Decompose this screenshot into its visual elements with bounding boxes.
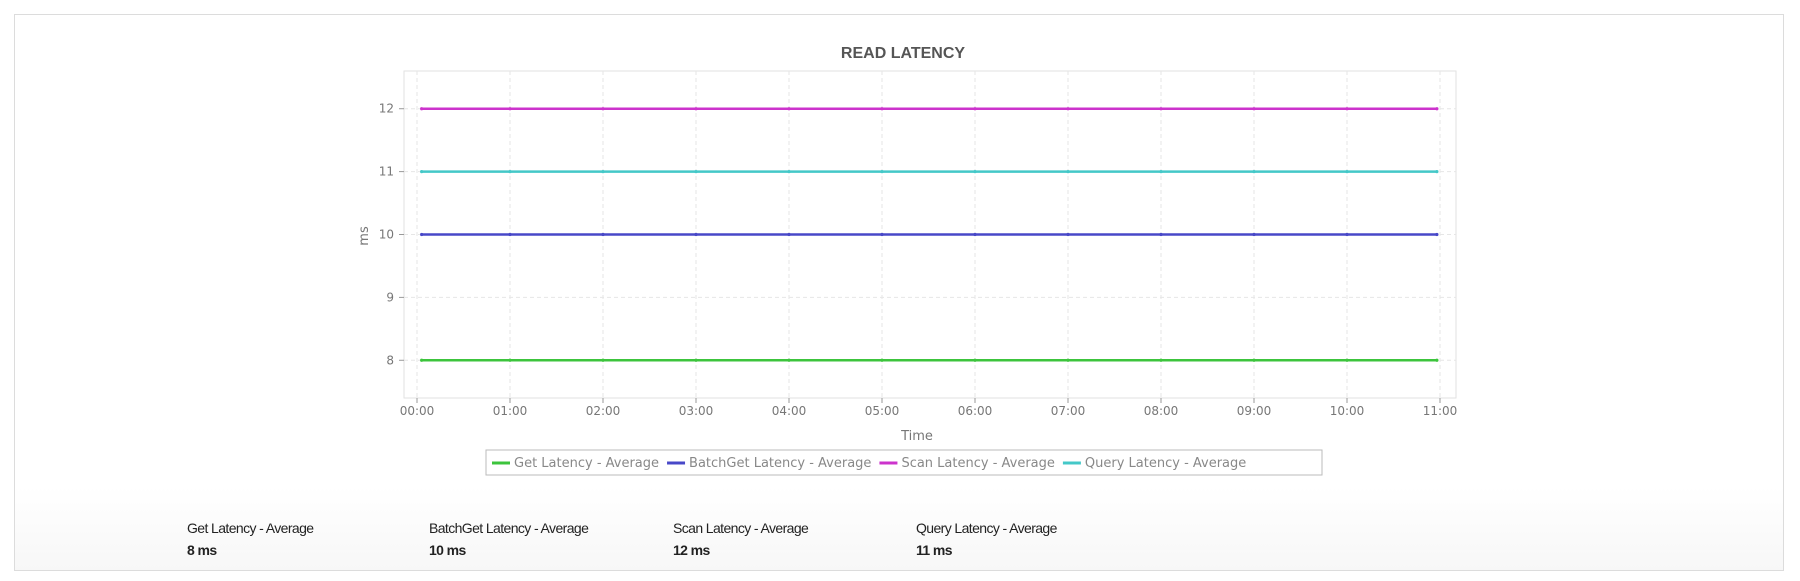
summary-item: Scan Latency - Average 12 ms	[673, 520, 809, 558]
data-point	[508, 170, 512, 174]
y-tick-label: 8	[386, 353, 394, 367]
data-point	[1159, 170, 1163, 174]
x-axis-label: Time	[900, 429, 933, 444]
summary-value: 10 ms	[429, 542, 466, 558]
data-point	[1345, 232, 1349, 237]
summary-label: Query Latency - Average	[916, 520, 1057, 536]
y-tick-label: 11	[379, 165, 394, 179]
y-tick-label: 12	[379, 102, 394, 116]
data-point	[1252, 358, 1256, 362]
data-point	[420, 107, 424, 111]
data-point	[1066, 107, 1070, 111]
summary-label: BatchGet Latency - Average	[429, 520, 589, 536]
x-tick-label: 03:00	[679, 404, 714, 418]
data-point	[1159, 358, 1163, 362]
y-tick-label: 10	[379, 228, 394, 242]
x-tick-label: 04:00	[772, 404, 807, 418]
chart-title: READ LATENCY	[841, 45, 965, 62]
data-point	[1345, 107, 1349, 111]
y-tick-label: 9	[386, 290, 394, 304]
data-point	[601, 107, 605, 111]
data-point	[1066, 358, 1070, 362]
x-tick-label: 01:00	[493, 404, 528, 418]
data-point	[880, 232, 884, 237]
data-point	[1345, 358, 1349, 362]
data-point	[973, 358, 977, 362]
data-point	[694, 232, 698, 237]
data-point	[787, 232, 791, 237]
x-tick-label: 10:00	[1330, 404, 1365, 418]
data-point	[420, 358, 424, 362]
x-tick-label: 08:00	[1144, 404, 1179, 418]
x-tick-label: 09:00	[1237, 404, 1272, 418]
data-point	[1435, 232, 1439, 237]
data-point	[694, 170, 698, 174]
data-point	[601, 170, 605, 174]
data-point	[694, 358, 698, 362]
data-point	[1435, 107, 1439, 111]
data-point	[1435, 358, 1439, 362]
data-point	[973, 170, 977, 174]
summary-value: 11 ms	[916, 542, 953, 558]
data-point	[694, 107, 698, 111]
data-point	[1159, 232, 1163, 237]
data-point	[787, 107, 791, 111]
x-tick-label: 00:00	[400, 404, 435, 418]
summary-label: Scan Latency - Average	[673, 520, 809, 536]
summary-item: BatchGet Latency - Average 10 ms	[429, 520, 589, 558]
data-point	[880, 170, 884, 174]
summary-item: Query Latency - Average 11 ms	[916, 520, 1057, 558]
x-tick-label: 05:00	[865, 404, 900, 418]
data-point	[1252, 232, 1256, 237]
summary-value: 8 ms	[187, 542, 217, 558]
x-tick-label: 06:00	[958, 404, 993, 418]
data-point	[973, 107, 977, 111]
data-point	[880, 107, 884, 111]
x-tick-label: 11:00	[1423, 404, 1458, 418]
summary-value: 12 ms	[673, 542, 710, 558]
legend-item[interactable]: Query Latency - Average	[1085, 456, 1246, 471]
legend-item[interactable]: BatchGet Latency - Average	[689, 456, 871, 471]
data-point	[508, 232, 512, 237]
data-point	[787, 170, 791, 174]
data-point	[508, 358, 512, 362]
data-point	[787, 358, 791, 362]
legend-item[interactable]: Get Latency - Average	[514, 456, 659, 471]
data-point	[1066, 232, 1070, 237]
legend-item[interactable]: Scan Latency - Average	[901, 456, 1054, 471]
data-point	[601, 232, 605, 237]
data-point	[1252, 170, 1256, 174]
data-point	[880, 358, 884, 362]
legend-box	[485, 449, 1323, 476]
data-point	[1159, 107, 1163, 111]
x-tick-label: 02:00	[586, 404, 621, 418]
data-point	[973, 232, 977, 237]
data-point	[420, 232, 424, 237]
data-point	[1345, 170, 1349, 174]
summary-label: Get Latency - Average	[187, 520, 314, 536]
data-point	[601, 358, 605, 362]
data-point	[508, 107, 512, 111]
summary-item: Get Latency - Average 8 ms	[187, 520, 314, 558]
data-point	[420, 170, 424, 174]
data-point	[1435, 170, 1439, 174]
data-point	[1066, 170, 1070, 174]
y-axis-label: ms	[357, 226, 372, 246]
x-tick-label: 07:00	[1051, 404, 1086, 418]
data-point	[1252, 107, 1256, 111]
